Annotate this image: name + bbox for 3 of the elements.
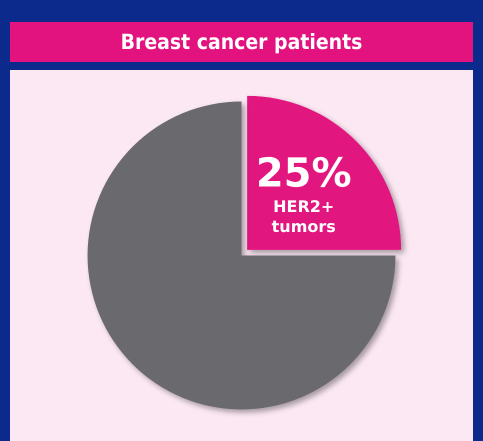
data-label: 25% (256, 150, 352, 196)
slice-label: HER2+ tumors (272, 196, 336, 236)
chart-title: Breast cancer patients (10, 22, 473, 62)
